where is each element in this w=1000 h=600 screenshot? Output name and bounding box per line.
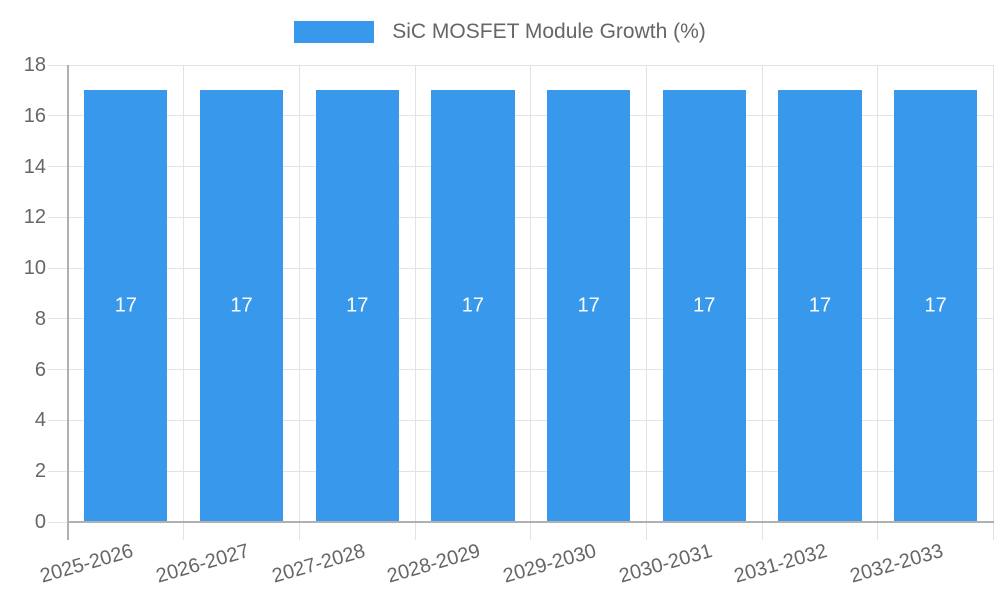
x-gridline	[414, 65, 416, 540]
x-axis-tick-label: 2031-2032	[732, 540, 831, 588]
x-gridline	[877, 65, 879, 540]
y-gridline	[48, 216, 994, 218]
y-axis-tick-label: 16	[23, 104, 46, 127]
x-axis-tick-label: 2026-2027	[153, 540, 252, 588]
x-axis-tick-label: 2029-2030	[500, 540, 599, 588]
y-gridline	[48, 115, 994, 117]
bar[interactable]: 17	[894, 90, 978, 522]
y-axis-tick-label: 8	[34, 307, 46, 330]
y-axis-tick-label: 12	[23, 206, 46, 229]
y-axis-tick-label: 18	[23, 54, 46, 76]
x-gridline	[298, 65, 300, 540]
legend-label: SiC MOSFET Module Growth (%)	[392, 20, 706, 43]
bar-value-label: 17	[577, 294, 600, 317]
x-gridline	[645, 65, 647, 540]
x-axis-tick-label: 2027-2028	[269, 540, 368, 588]
y-axis-tick-label: 10	[23, 257, 46, 280]
x-axis-tick-label: 2028-2029	[384, 540, 483, 588]
x-axis-tick-label: 2032-2033	[847, 540, 946, 588]
x-axis-tick-label: 2030-2031	[616, 540, 715, 588]
x-gridline	[993, 65, 994, 540]
y-gridline	[48, 166, 994, 168]
x-gridline	[530, 65, 532, 540]
bar-value-label: 17	[230, 294, 253, 317]
bar[interactable]: 17	[315, 90, 399, 522]
y-axis-line	[67, 65, 69, 540]
y-gridline	[48, 470, 994, 472]
bar-value-label: 17	[461, 294, 485, 317]
bar[interactable]: 17	[778, 90, 862, 522]
y-axis-tick-label: 6	[34, 358, 46, 381]
y-gridline	[48, 64, 994, 66]
bar[interactable]: 17	[546, 90, 631, 522]
legend-swatch	[294, 21, 375, 43]
bar-value-label: 17	[346, 294, 369, 317]
x-axis-tick-label: 2025-2026	[37, 540, 136, 588]
x-axis-line	[67, 521, 994, 523]
y-axis-tick-label: 0	[34, 511, 46, 533]
y-gridline	[48, 369, 994, 371]
bar[interactable]: 17	[84, 90, 168, 522]
y-axis-tick-label: 4	[34, 409, 46, 432]
chart-legend[interactable]: SiC MOSFET Module Growth (%)	[0, 18, 1000, 46]
y-gridline	[48, 267, 994, 269]
y-gridline	[48, 419, 994, 421]
bar-value-label: 17	[693, 294, 716, 317]
y-axis-tick-label: 14	[23, 155, 46, 178]
y-gridline	[48, 318, 994, 320]
y-axis-tick-label: 2	[34, 460, 46, 483]
bar[interactable]: 17	[662, 90, 746, 522]
bar[interactable]: 17	[431, 90, 515, 522]
bar[interactable]: 17	[199, 90, 284, 522]
x-gridline	[761, 65, 763, 540]
x-gridline	[183, 65, 185, 540]
bar-value-label: 17	[808, 294, 832, 317]
bar-value-label: 17	[114, 294, 137, 317]
bar-value-label: 17	[924, 294, 947, 317]
